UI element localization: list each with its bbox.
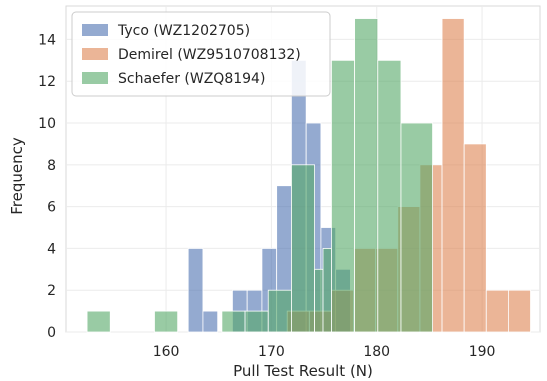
histogram-bar <box>400 122 433 333</box>
y-tick-label: 0 <box>47 325 56 341</box>
histogram-bar <box>221 310 246 333</box>
legend: Tyco (WZ1202705) Demirel (WZ9510708132) Sc… <box>71 11 331 97</box>
bars <box>86 18 531 333</box>
legend-swatch <box>82 48 108 60</box>
legend-swatch <box>82 24 108 36</box>
x-tick-label: 180 <box>363 344 390 360</box>
legend-box <box>71 11 331 97</box>
series-3 <box>86 18 433 333</box>
histogram-bar <box>202 310 219 333</box>
histogram-bar <box>485 289 509 333</box>
histogram-bar <box>331 59 356 333</box>
y-tick-label: 10 <box>38 116 56 132</box>
y-axis-label: Frequency <box>8 137 26 215</box>
x-tick-label: 160 <box>153 344 180 360</box>
histogram-bar <box>354 18 379 333</box>
y-tick-label: 8 <box>47 158 56 174</box>
legend-entry: Demirel (WZ9510708132) <box>118 47 301 63</box>
tick-labels: 0 2 4 6 8 10 12 14 160 170 180 190 <box>38 32 495 360</box>
legend-swatch <box>82 72 108 84</box>
x-axis-label: Pull Test Result (N) <box>233 362 373 380</box>
histogram-bar <box>154 310 179 333</box>
y-tick-label: 12 <box>38 74 56 90</box>
y-tick-label: 4 <box>47 241 56 257</box>
histogram-bar <box>314 268 324 333</box>
legend-entry: Schaefer (WZQ8194) <box>118 71 265 87</box>
y-tick-label: 14 <box>38 32 56 48</box>
histogram-bar <box>187 248 204 333</box>
histogram-bar <box>244 310 269 333</box>
x-tick-label: 170 <box>258 344 285 360</box>
x-tick-label: 190 <box>469 344 496 360</box>
y-tick-label: 6 <box>47 200 56 216</box>
y-tick-label: 2 <box>47 283 56 299</box>
histogram-bar <box>291 164 315 333</box>
histogram-bar <box>267 289 292 333</box>
histogram-bar <box>507 289 531 333</box>
histogram-bar <box>441 18 465 333</box>
histogram-bar <box>322 248 332 333</box>
histogram-bar <box>86 310 111 333</box>
legend-entry: Tyco (WZ1202705) <box>117 23 250 39</box>
histogram-bar <box>377 59 402 333</box>
histogram-bar <box>463 143 487 333</box>
